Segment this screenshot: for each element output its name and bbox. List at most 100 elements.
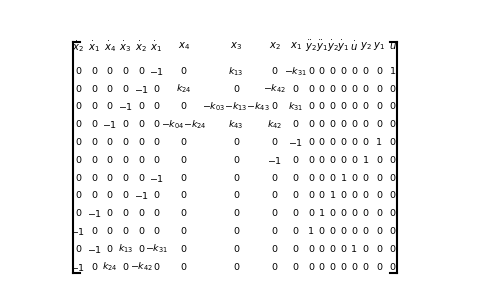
Text: 0: 0 <box>92 67 98 76</box>
Text: $-1$: $-1$ <box>102 119 118 130</box>
Text: 0: 0 <box>154 262 160 272</box>
Text: 0: 0 <box>75 209 81 218</box>
Text: $x_4$: $x_4$ <box>178 41 190 52</box>
Text: 0: 0 <box>376 120 382 129</box>
Text: $-1$: $-1$ <box>134 84 148 95</box>
Text: 0: 0 <box>318 191 324 201</box>
Text: 0: 0 <box>340 209 346 218</box>
Text: 0: 0 <box>376 245 382 254</box>
Text: 0: 0 <box>107 209 113 218</box>
Text: 0: 0 <box>362 103 368 111</box>
Text: 0: 0 <box>308 191 314 201</box>
Text: 0: 0 <box>272 103 278 111</box>
Text: 0: 0 <box>107 227 113 236</box>
Text: 0: 0 <box>318 262 324 272</box>
Text: 0: 0 <box>138 120 144 129</box>
Text: 0: 0 <box>107 156 113 165</box>
Text: 0: 0 <box>330 67 336 76</box>
Text: 0: 0 <box>330 262 336 272</box>
Text: $-1$: $-1$ <box>86 208 102 219</box>
Text: 0: 0 <box>340 85 346 94</box>
Text: 0: 0 <box>138 209 144 218</box>
Text: 0: 0 <box>272 138 278 147</box>
Text: 0: 0 <box>272 227 278 236</box>
Text: 0: 0 <box>390 191 396 201</box>
Text: $\dot{x}_1$: $\dot{x}_1$ <box>150 39 162 54</box>
Text: 0: 0 <box>181 245 187 254</box>
Text: 0: 0 <box>362 262 368 272</box>
Text: $-1$: $-1$ <box>70 261 86 273</box>
Text: 0: 0 <box>122 191 128 201</box>
Text: 0: 0 <box>233 138 239 147</box>
Text: 0: 0 <box>272 174 278 183</box>
Text: $\dot{x}_3$: $\dot{x}_3$ <box>119 39 132 54</box>
Text: 1: 1 <box>390 67 396 76</box>
Text: 0: 0 <box>293 262 299 272</box>
Text: 0: 0 <box>340 191 346 201</box>
Text: 0: 0 <box>308 262 314 272</box>
Text: $x_3$: $x_3$ <box>230 41 242 52</box>
Text: 0: 0 <box>107 67 113 76</box>
Text: 0: 0 <box>390 209 396 218</box>
Text: 0: 0 <box>293 120 299 129</box>
Text: 0: 0 <box>181 262 187 272</box>
Text: 0: 0 <box>154 156 160 165</box>
Text: 0: 0 <box>318 120 324 129</box>
Text: 0: 0 <box>233 245 239 254</box>
Text: 0: 0 <box>318 67 324 76</box>
Text: 0: 0 <box>318 227 324 236</box>
Text: 0: 0 <box>233 262 239 272</box>
Text: 0: 0 <box>181 156 187 165</box>
Text: 0: 0 <box>351 85 357 94</box>
Text: 0: 0 <box>272 191 278 201</box>
Text: $k_{24}$: $k_{24}$ <box>102 261 118 273</box>
Text: 0: 0 <box>138 67 144 76</box>
Text: 0: 0 <box>107 103 113 111</box>
Text: $-1$: $-1$ <box>288 137 304 148</box>
Text: $-k_{31}$: $-k_{31}$ <box>284 65 308 78</box>
Text: 0: 0 <box>362 120 368 129</box>
Text: 0: 0 <box>362 227 368 236</box>
Text: 0: 0 <box>308 120 314 129</box>
Text: $-k_{04}{-}k_{24}$: $-k_{04}{-}k_{24}$ <box>161 119 206 131</box>
Text: 0: 0 <box>390 245 396 254</box>
Text: 0: 0 <box>362 245 368 254</box>
Text: $k_{13}$: $k_{13}$ <box>118 243 133 255</box>
Text: 0: 0 <box>340 227 346 236</box>
Text: $\dot{u}$: $\dot{u}$ <box>350 40 358 53</box>
Text: 0: 0 <box>308 156 314 165</box>
Text: 0: 0 <box>272 262 278 272</box>
Text: 1: 1 <box>308 227 314 236</box>
Text: 0: 0 <box>330 156 336 165</box>
Text: 0: 0 <box>75 85 81 94</box>
Text: 0: 0 <box>351 138 357 147</box>
Text: 0: 0 <box>390 156 396 165</box>
Text: $-1$: $-1$ <box>118 101 133 112</box>
Text: 0: 0 <box>330 85 336 94</box>
Text: 0: 0 <box>122 138 128 147</box>
Text: 0: 0 <box>351 209 357 218</box>
Text: 0: 0 <box>362 174 368 183</box>
Text: $y_1$: $y_1$ <box>373 40 385 52</box>
Text: 0: 0 <box>122 120 128 129</box>
Text: $\ddot{y}_2$: $\ddot{y}_2$ <box>305 39 317 54</box>
Text: 0: 0 <box>154 85 160 94</box>
Text: 0: 0 <box>138 245 144 254</box>
Text: 0: 0 <box>340 67 346 76</box>
Text: 0: 0 <box>181 191 187 201</box>
Text: 0: 0 <box>107 138 113 147</box>
Text: 0: 0 <box>154 103 160 111</box>
Text: 0: 0 <box>362 85 368 94</box>
Text: 0: 0 <box>330 209 336 218</box>
Text: $-1$: $-1$ <box>148 172 164 184</box>
Text: $-k_{03}{-}k_{13}{-}k_{43}$: $-k_{03}{-}k_{13}{-}k_{43}$ <box>202 101 270 113</box>
Text: 0: 0 <box>92 85 98 94</box>
Text: 0: 0 <box>351 174 357 183</box>
Text: $-1$: $-1$ <box>70 226 86 237</box>
Text: 0: 0 <box>293 191 299 201</box>
Text: 0: 0 <box>92 103 98 111</box>
Text: 0: 0 <box>362 209 368 218</box>
Text: $-k_{31}$: $-k_{31}$ <box>144 243 168 255</box>
Text: 0: 0 <box>154 120 160 129</box>
Text: 1: 1 <box>362 156 368 165</box>
